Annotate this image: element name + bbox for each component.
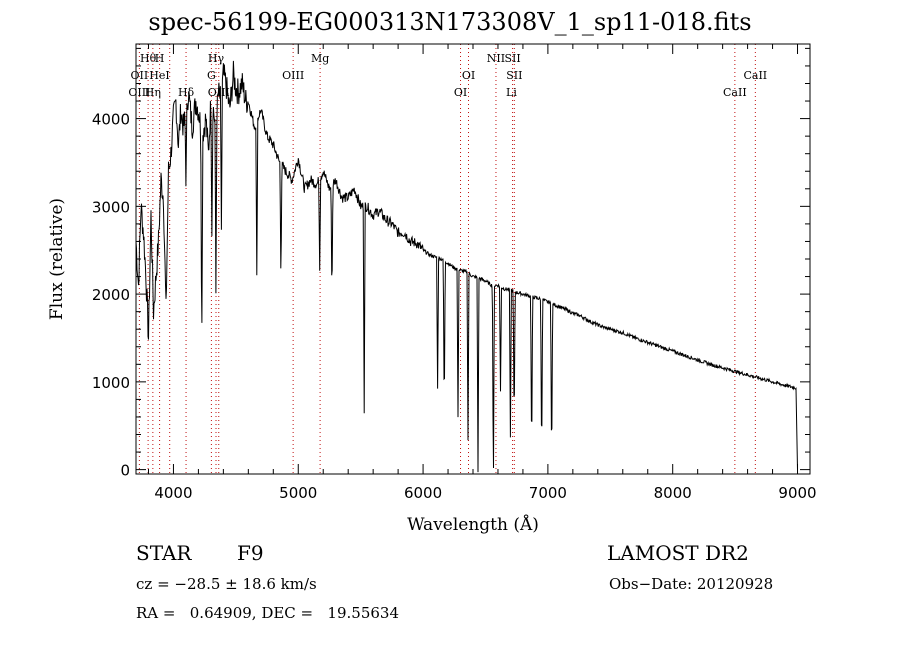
- marker-label: CaII: [723, 86, 747, 99]
- y-tick-label: 3000: [92, 198, 130, 216]
- marker-label: Mg: [311, 52, 329, 65]
- x-tick-label: 4000: [154, 484, 192, 502]
- marker-label: Li: [506, 86, 517, 99]
- marker-label: OII: [131, 69, 149, 82]
- x-tick-label: 9000: [778, 484, 816, 502]
- marker-label: SII: [506, 69, 522, 82]
- spectrum-line: [135, 60, 798, 473]
- y-axis-label: Flux (relative): [47, 198, 67, 320]
- marker-label: HeI: [149, 69, 169, 82]
- x-axis: 4000 5000 6000 7000 8000 9000: [147, 44, 817, 502]
- observation-date: Obs−Date: 20120928: [609, 575, 774, 593]
- marker-label: SII: [504, 52, 520, 65]
- x-axis-label: Wavelength (Å): [407, 514, 539, 535]
- marker-label: Hγ: [208, 52, 225, 65]
- marker-label: Hθ: [140, 52, 157, 65]
- spectrum-series: [135, 60, 798, 473]
- marker-label: OI: [462, 69, 475, 82]
- y-tick-label: 2000: [92, 286, 130, 304]
- marker-label: OIII: [128, 86, 150, 99]
- plot-frame: [135, 43, 811, 475]
- redshift-cz: cz = −28.5 ± 18.6 km/s: [136, 575, 317, 593]
- marker-label: CaII: [743, 69, 767, 82]
- survey-label: LAMOST DR2: [607, 541, 749, 565]
- chart-title: spec-56199-EG000313N173308V_1_sp11-018.f…: [148, 8, 752, 36]
- marker-label: NII: [487, 52, 505, 65]
- object-subclass: F9: [237, 541, 264, 565]
- marker-lines: [138, 44, 756, 474]
- object-type: STAR: [136, 541, 192, 565]
- x-tick-label: 8000: [654, 484, 692, 502]
- ra-dec-coordinates: RA = 0.64909, DEC = 19.55634: [136, 604, 399, 622]
- y-tick-label: 0: [120, 462, 130, 480]
- marker-label: OI: [454, 86, 467, 99]
- marker-label: OIII: [208, 86, 230, 99]
- marker-label: H: [155, 52, 165, 65]
- marker-label: Hδ: [178, 86, 195, 99]
- y-tick-label: 1000: [92, 374, 130, 392]
- x-tick-label: 5000: [279, 484, 317, 502]
- y-tick-label: 4000: [92, 111, 130, 129]
- marker-label: Hη: [145, 86, 161, 99]
- x-tick-label: 6000: [404, 484, 442, 502]
- y-axis: 0 1000 2000 3000 4000: [92, 47, 810, 480]
- marker-label: G: [207, 69, 216, 82]
- x-tick-label: 7000: [529, 484, 567, 502]
- marker-label: OIII: [282, 69, 304, 82]
